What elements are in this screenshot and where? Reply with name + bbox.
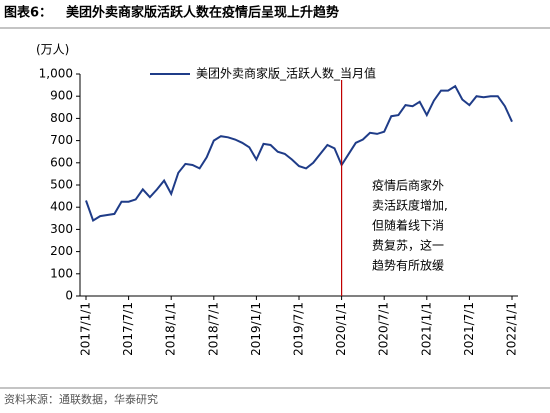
line-series <box>85 84 513 223</box>
annotation-text: 趋势有所放缓 <box>372 258 444 273</box>
y-tick-label: 800 <box>50 111 73 125</box>
y-tick-label: 300 <box>50 222 73 236</box>
x-tick-label: 2019/7/1 <box>292 302 306 356</box>
y-tick-label: 700 <box>50 133 73 147</box>
x-tick-label: 2017/7/1 <box>121 302 135 356</box>
annotation-text: 卖活跃度增加, <box>372 198 448 213</box>
x-tick-label: 2018/1/1 <box>164 302 178 356</box>
y-tick-label: 900 <box>50 89 73 103</box>
chart-title: 美团外卖商家版活跃人数在疫情后呈现上升趋势 <box>66 5 339 21</box>
annotation-text: 疫情后商家外 <box>372 178 444 193</box>
y-tick-label: 100 <box>50 266 73 280</box>
y-tick-label: 500 <box>50 178 73 192</box>
x-tick-label: 2017/1/1 <box>79 302 93 356</box>
x-tick-label: 2021/1/1 <box>419 302 433 356</box>
annotation-text: 但随着线下消 <box>372 218 444 233</box>
x-tick-label: 2020/7/1 <box>377 302 391 356</box>
legend-label: 美团外卖商家版_活跃人数_当月值 <box>196 66 376 81</box>
y-tick-label: 1,000 <box>39 67 73 81</box>
chart-label: 图表6： <box>4 5 52 21</box>
y-tick-label: 200 <box>50 244 73 258</box>
y-tick-label: 600 <box>50 155 73 169</box>
x-tick-label: 2020/1/1 <box>334 302 348 356</box>
x-tick-label: 2019/1/1 <box>249 302 263 356</box>
x-tick-label: 2021/7/1 <box>462 302 476 356</box>
y-tick-label: 0 <box>65 289 73 303</box>
unit-label: (万人) <box>36 43 69 57</box>
annotation-text: 费复苏，这一 <box>372 238 444 253</box>
x-tick-label: 2022/1/1 <box>505 302 519 356</box>
source: 资料来源：通联数据，华泰研究 <box>4 392 158 406</box>
y-tick-label: 400 <box>50 200 73 214</box>
x-tick-label: 2018/7/1 <box>206 302 220 356</box>
